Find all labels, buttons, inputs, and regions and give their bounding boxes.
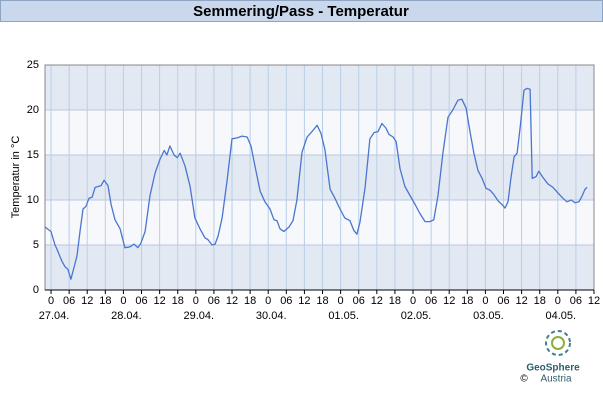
x-date-label: 01.05. <box>328 310 359 322</box>
x-tick-label: 18 <box>534 295 546 307</box>
logo-ring <box>545 330 571 356</box>
x-tick-label: 06 <box>208 295 220 307</box>
x-tick-label: 12 <box>588 295 600 307</box>
y-tick-label: 0 <box>33 284 39 296</box>
x-tick-label: 06 <box>353 295 365 307</box>
x-tick-label: 06 <box>135 295 147 307</box>
x-tick-label: 0 <box>193 295 199 307</box>
x-tick-label: 0 <box>410 295 416 307</box>
y-tick-label: 25 <box>27 59 39 71</box>
x-tick-label: 12 <box>515 295 527 307</box>
x-tick-label: 12 <box>81 295 93 307</box>
x-tick-label: 12 <box>298 295 310 307</box>
x-tick-label: 06 <box>425 295 437 307</box>
y-tick-label: 10 <box>27 194 39 206</box>
x-tick-label: 12 <box>371 295 383 307</box>
x-tick-label: 0 <box>555 295 561 307</box>
x-tick-label: 18 <box>172 295 184 307</box>
x-tick-label: 0 <box>265 295 271 307</box>
x-tick-label: 18 <box>99 295 111 307</box>
x-tick-label: 0 <box>482 295 488 307</box>
logo-sub: Austria <box>540 374 572 385</box>
x-date-label: 28.04. <box>111 310 142 322</box>
y-tick-label: 15 <box>27 149 39 161</box>
x-tick-label: 12 <box>226 295 238 307</box>
grid-band <box>45 245 594 290</box>
x-date-label: 27.04. <box>39 310 70 322</box>
x-tick-label: 12 <box>443 295 455 307</box>
x-tick-label: 0 <box>338 295 344 307</box>
grid-band <box>45 155 594 200</box>
x-tick-label: 0 <box>48 295 54 307</box>
y-tick-label: 20 <box>27 104 39 116</box>
logo-core <box>551 336 565 350</box>
x-tick-label: 06 <box>280 295 292 307</box>
x-date-label: 04.05. <box>546 310 577 322</box>
x-tick-label: 18 <box>389 295 401 307</box>
x-date-label: 30.04. <box>256 310 287 322</box>
temperature-line <box>44 87 588 280</box>
x-tick-label: 18 <box>461 295 473 307</box>
x-tick-label: 12 <box>154 295 166 307</box>
x-date-label: 29.04. <box>184 310 215 322</box>
logo-name: GeoSphere <box>526 363 580 374</box>
grid-band <box>45 65 594 110</box>
x-tick-label: 18 <box>244 295 256 307</box>
x-tick-label: 06 <box>63 295 75 307</box>
y-tick-label: 5 <box>33 239 39 251</box>
copyright: © <box>520 374 528 385</box>
x-tick-label: 18 <box>316 295 328 307</box>
x-tick-label: 06 <box>570 295 582 307</box>
y-axis-label: Temperatur in °C <box>10 136 22 219</box>
logo-icon <box>545 330 571 356</box>
x-tick-label: 06 <box>497 295 509 307</box>
x-date-label: 02.05. <box>401 310 432 322</box>
x-date-label: 03.05. <box>473 310 504 322</box>
x-tick-label: 0 <box>120 295 126 307</box>
chart-title: Semmering/Pass - Temperatur <box>193 3 409 20</box>
